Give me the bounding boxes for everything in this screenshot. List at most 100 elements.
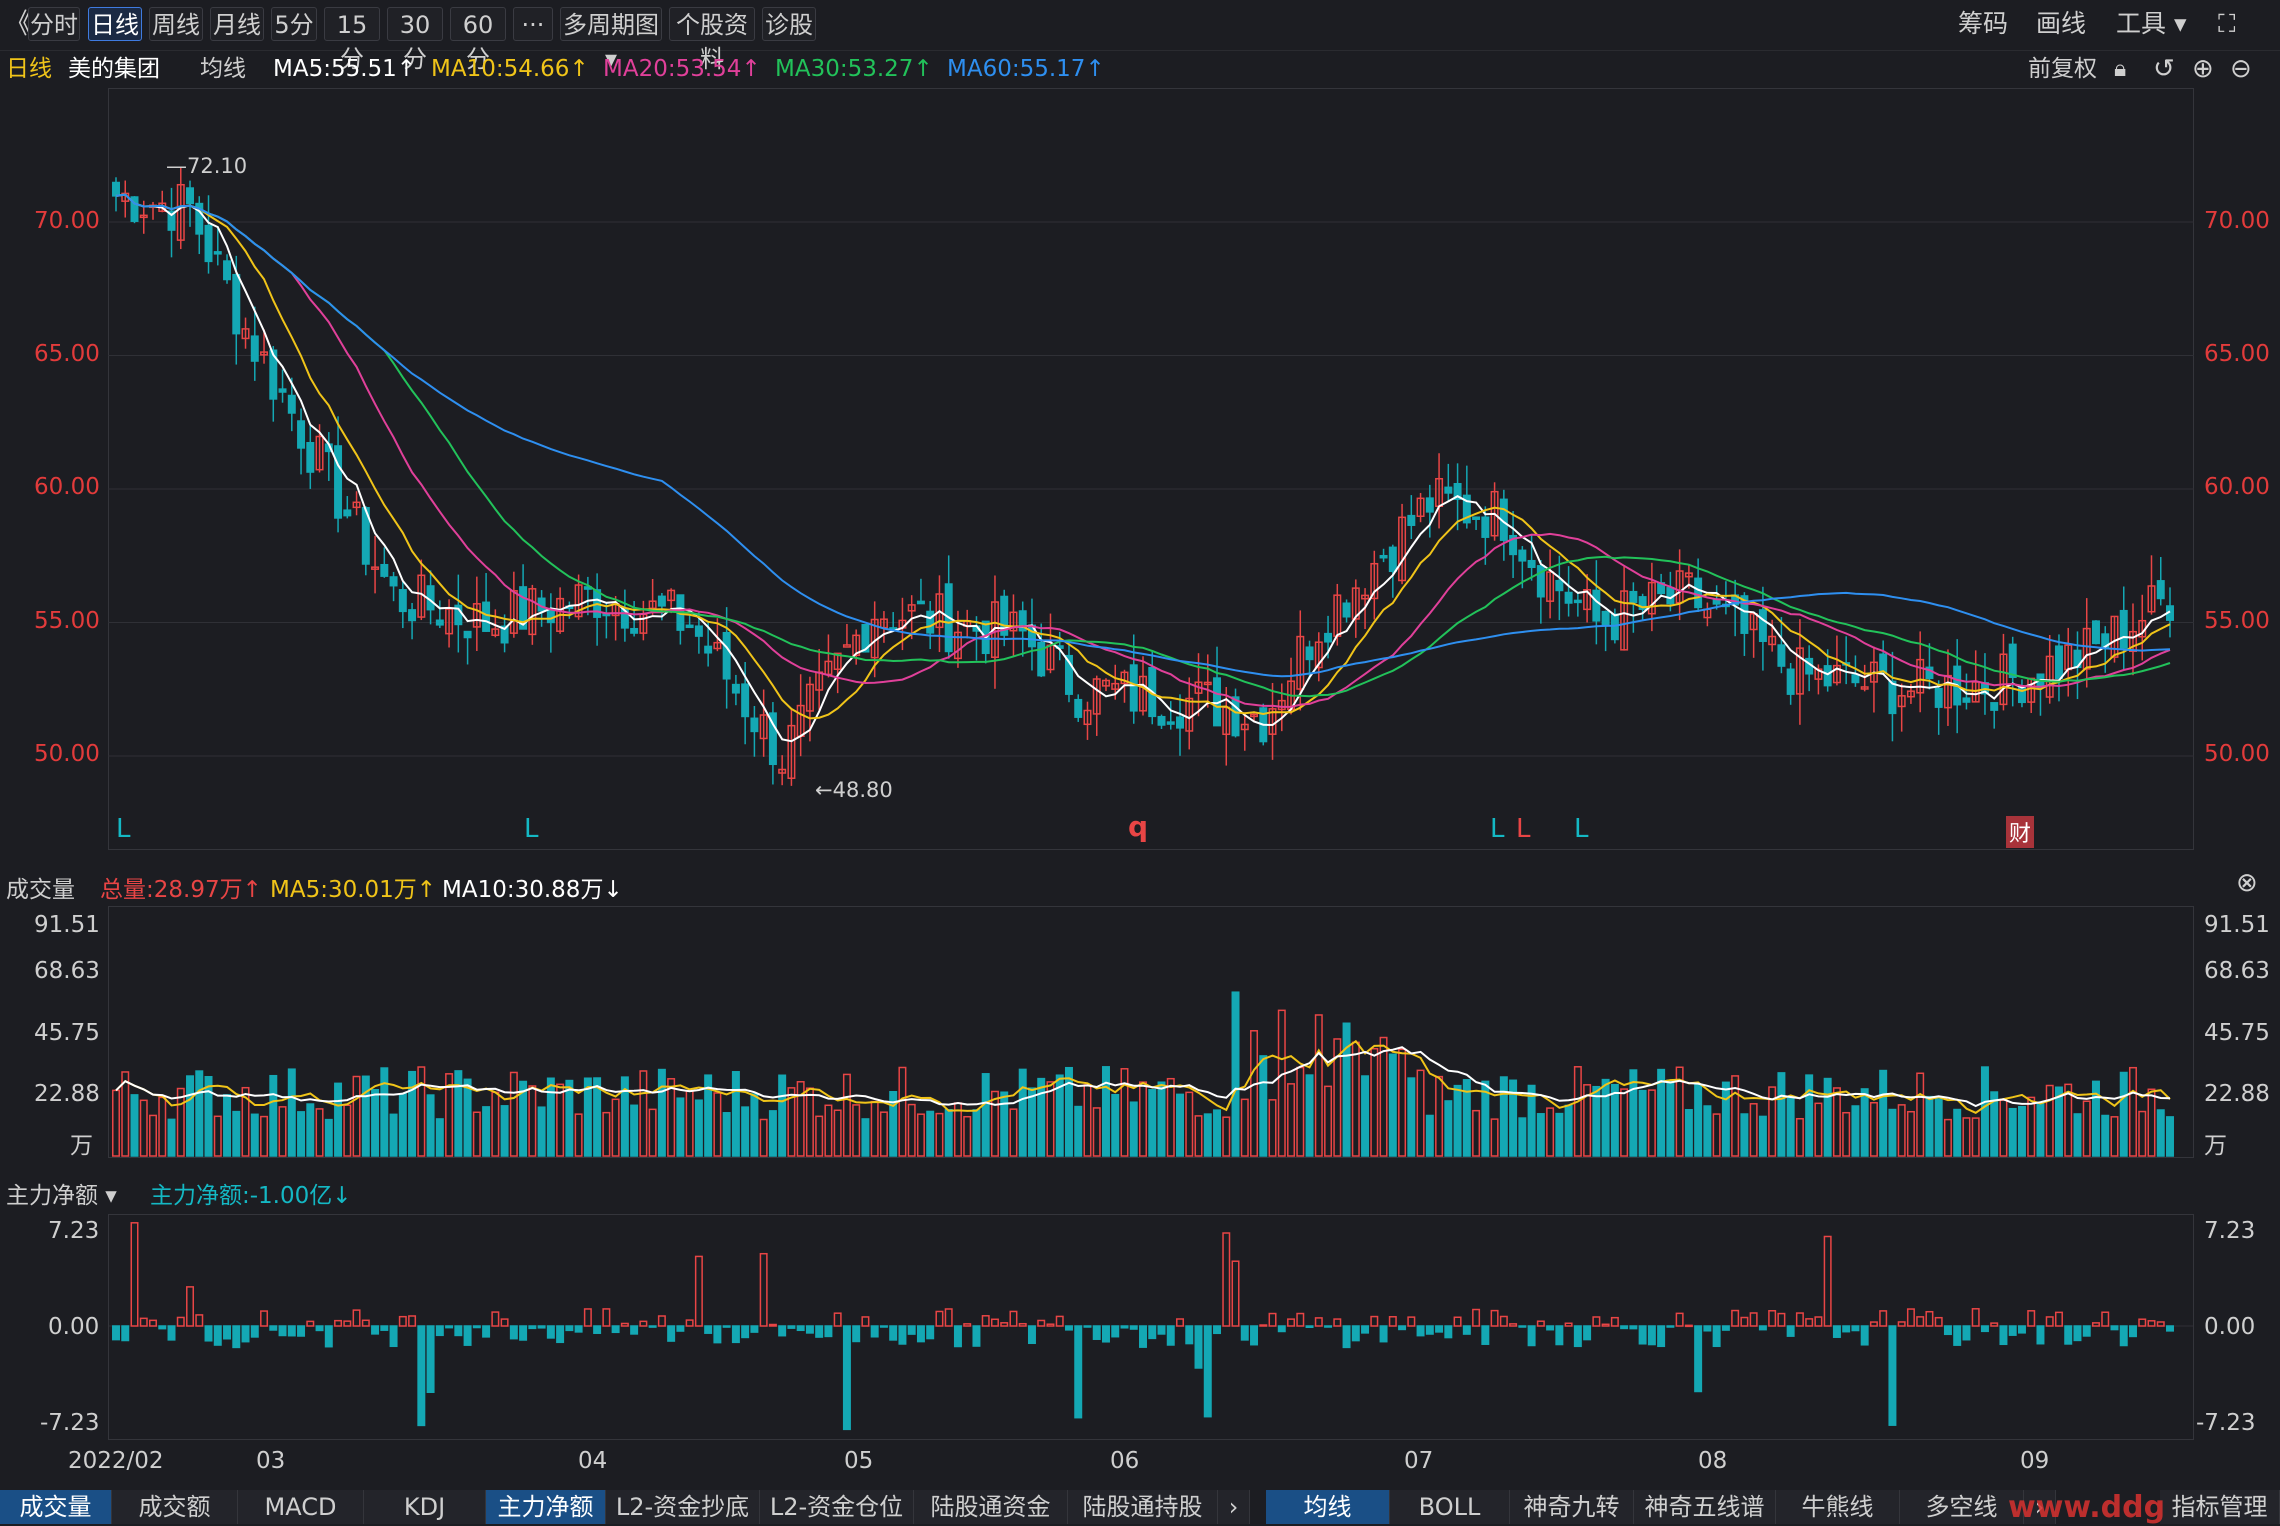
capital-indicator-dropdown[interactable]: 主力净额 ▾ — [6, 1183, 117, 1209]
capital-net-bar — [667, 1325, 676, 1342]
candle-body — [139, 214, 148, 219]
candle-body — [445, 608, 454, 635]
signal-mark[interactable]: L — [1574, 814, 1589, 844]
drawing-button[interactable]: 画线 — [2036, 9, 2087, 38]
tab-l2-position[interactable]: L2-资金仓位 — [760, 1490, 914, 1524]
ma-label[interactable]: 均线 — [200, 56, 246, 82]
period-tab-60min[interactable]: 60分 — [450, 7, 506, 73]
candle-body — [1092, 678, 1101, 715]
volume-bar — [1148, 1089, 1157, 1157]
close-panel-icon[interactable]: ⊗ — [2236, 868, 2258, 898]
capital-net-bar — [1703, 1325, 1712, 1332]
volume-bar — [1240, 1098, 1249, 1157]
period-tab-weekly[interactable]: 周线 — [149, 7, 203, 41]
candle-body — [935, 593, 944, 629]
tools-dropdown[interactable]: 工具 ▾ — [2116, 9, 2187, 38]
capital-net-bar — [1731, 1309, 1740, 1327]
tab-macd[interactable]: MACD — [238, 1490, 364, 1524]
tab-bull-bear[interactable]: 牛熊线 — [1776, 1490, 1900, 1524]
signal-mark[interactable]: L — [1490, 814, 1505, 844]
candle-body — [519, 586, 528, 630]
candle-body — [1527, 559, 1536, 569]
period-tab-monthly[interactable]: 月线 — [210, 7, 264, 41]
tab-ma[interactable]: 均线 — [1266, 1490, 1390, 1524]
tabs-scroll-right-icon[interactable]: › — [1218, 1490, 1250, 1524]
signal-mark[interactable]: q — [1128, 810, 1149, 843]
period-tab-fenshi[interactable]: 分时 — [28, 7, 80, 41]
volume-bar — [306, 1103, 315, 1157]
fullscreen-icon[interactable]: ⛶ — [2218, 9, 2236, 38]
volume-bar — [963, 1115, 972, 1157]
candle-body — [1777, 644, 1786, 667]
zoom-out-icon[interactable]: ⊖ — [2230, 54, 2252, 84]
tab-turnover[interactable]: 成交额 — [112, 1490, 238, 1524]
tabs-right-scroll-icon[interactable]: › — [2024, 1490, 2056, 1524]
tab-volume[interactable]: 成交量 — [0, 1490, 112, 1524]
volume-bar — [1046, 1081, 1055, 1157]
volume-bar — [1546, 1107, 1555, 1157]
tab-main-net[interactable]: 主力净额 — [486, 1490, 606, 1524]
collapse-icon[interactable]: 《 — [4, 7, 33, 40]
period-tab-daily[interactable]: 日线 — [88, 7, 142, 41]
capital-net-bar — [1018, 1322, 1027, 1327]
volume-label[interactable]: 成交量 — [6, 877, 75, 903]
tab-l2-bottom[interactable]: L2-资金抄底 — [606, 1490, 760, 1524]
date-tick: 03 — [256, 1448, 286, 1474]
tab-kdj[interactable]: KDJ — [364, 1490, 486, 1524]
capital-net-bar — [1425, 1325, 1434, 1335]
capital-net-bar — [2101, 1311, 2110, 1327]
volume-bar — [1768, 1086, 1777, 1157]
candle-body — [1472, 516, 1481, 520]
volume-bar — [1074, 1105, 1083, 1157]
adjust-mode[interactable]: 前复权 — [2028, 56, 2097, 82]
stock-profile-button[interactable]: 个股资料 — [669, 7, 755, 73]
tab-northbound-holdings[interactable]: 陆股通持股 — [1068, 1490, 1218, 1524]
capital-net-bar — [398, 1315, 407, 1327]
volume-bar — [408, 1070, 417, 1157]
tab-northbound-funds[interactable]: 陆股通资金 — [914, 1490, 1068, 1524]
volume-tick-right: 68.63 — [2204, 958, 2270, 984]
tab-magic-nine[interactable]: 神奇九转 — [1510, 1490, 1634, 1524]
volume-bar — [1740, 1113, 1749, 1157]
capital-net-bar — [1564, 1322, 1573, 1327]
diagnose-button[interactable]: 诊股 — [762, 7, 816, 41]
more-periods-button[interactable]: ··· — [513, 7, 553, 41]
tab-long-short[interactable]: 多空线 — [1900, 1490, 2024, 1524]
price-tick-right: 65.00 — [2204, 341, 2270, 367]
period-tab-30min[interactable]: 30分 — [387, 7, 443, 73]
volume-bar — [1407, 1077, 1416, 1157]
capital-net-bar — [1583, 1325, 1592, 1341]
period-tab-5min[interactable]: 5分 — [271, 7, 317, 41]
volume-tick-right: 22.88 — [2204, 1081, 2270, 1107]
candle-body — [1176, 716, 1184, 729]
capital-net-bar — [2082, 1325, 2091, 1337]
lock-icon[interactable]: 🔒︎ — [2114, 56, 2127, 82]
multi-period-dropdown[interactable]: 多周期图 ▾ — [560, 7, 662, 73]
tab-boll[interactable]: BOLL — [1390, 1490, 1510, 1524]
volume-bar — [417, 1066, 426, 1157]
capital-net-bar — [657, 1315, 666, 1327]
candle-body — [1768, 635, 1777, 646]
period-tab-15min[interactable]: 15分 — [324, 7, 380, 73]
volume-bar — [889, 1091, 898, 1157]
capital-net-bar — [731, 1325, 740, 1344]
zoom-in-icon[interactable]: ⊕ — [2192, 54, 2214, 84]
candle-body — [1425, 497, 1434, 513]
volume-bar — [1684, 1109, 1693, 1157]
capital-net-bar — [1194, 1325, 1203, 1369]
signal-mark[interactable]: L — [524, 814, 539, 844]
tab-magic-five-lines[interactable]: 神奇五线谱 — [1634, 1490, 1776, 1524]
undo-icon[interactable]: ↺ — [2153, 54, 2175, 84]
candle-body — [408, 609, 417, 622]
signal-mark[interactable]: L — [116, 814, 131, 844]
capital-net-bar — [1980, 1325, 1989, 1333]
capital-net-bar — [787, 1325, 796, 1329]
candle-body — [1999, 653, 2008, 706]
tab-indicator-manage[interactable]: 指标管理 — [2160, 1490, 2280, 1524]
volume-bar — [1888, 1108, 1897, 1157]
financial-report-badge[interactable]: 财 — [2006, 816, 2035, 848]
volume-ma5: MA5:30.01万↑ — [270, 877, 437, 903]
signal-mark[interactable]: L — [1516, 814, 1531, 844]
chip-distribution-button[interactable]: 筹码 — [1958, 9, 2009, 38]
